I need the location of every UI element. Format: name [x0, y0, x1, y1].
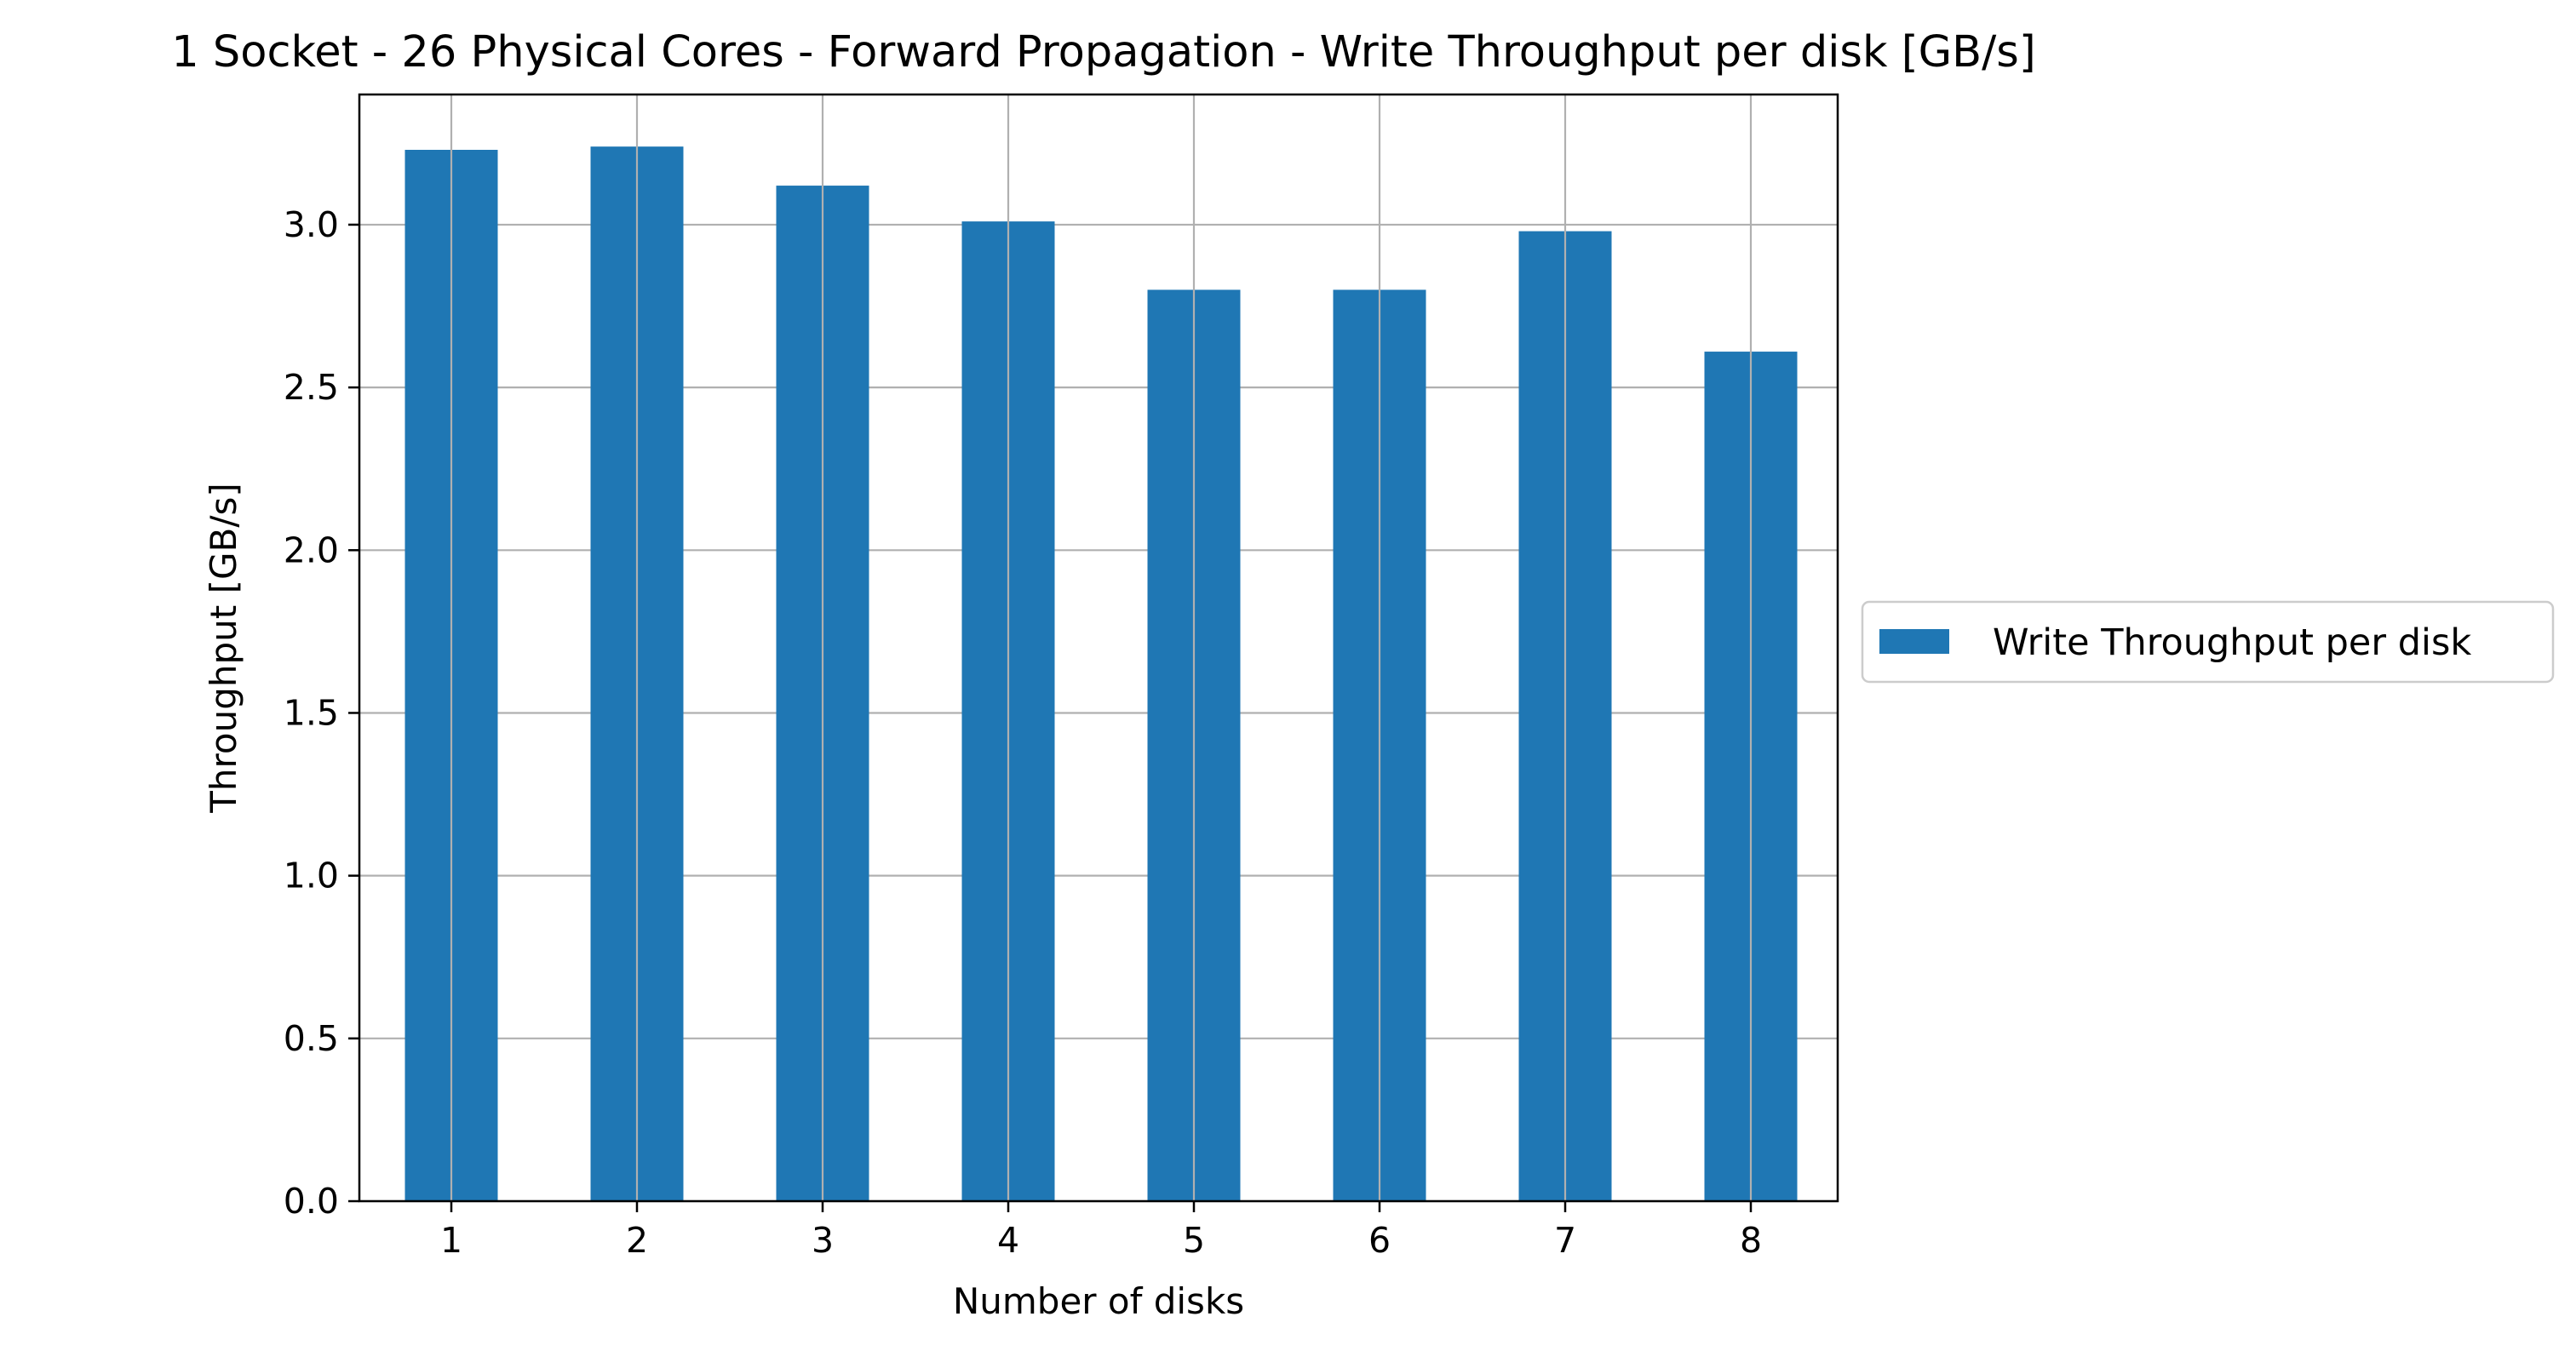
legend-frame	[1861, 600, 2555, 684]
legend-label: Write Throughput per disk	[1993, 621, 2471, 664]
y-axis-label: Throughput [GB/s]	[203, 483, 244, 813]
x-tick-label: 8	[1740, 1220, 1762, 1261]
y-tick-label: 3.0	[284, 204, 339, 245]
y-tick-label: 1.5	[284, 692, 339, 733]
chart-title: 1 Socket - 26 Physical Cores - Forward P…	[171, 27, 2036, 77]
x-tick-label: 1	[440, 1220, 462, 1261]
x-tick-label: 6	[1368, 1220, 1391, 1261]
x-tick-label: 3	[812, 1220, 834, 1261]
x-tick-label: 7	[1554, 1220, 1576, 1261]
y-tick-label: 1.0	[284, 856, 339, 896]
x-tick-label: 2	[626, 1220, 648, 1261]
y-tick-label: 0.0	[284, 1181, 339, 1222]
y-tick-label: 2.5	[284, 367, 339, 408]
x-tick-label: 5	[1183, 1220, 1205, 1261]
legend-swatch	[1879, 629, 1949, 654]
x-gridlines	[450, 94, 1753, 1201]
x-axis-ticks: 1 2 3 4 5 6 7 8	[440, 1201, 1762, 1261]
y-tick-label: 0.5	[284, 1018, 339, 1059]
x-tick-label: 4	[997, 1220, 1019, 1261]
x-axis-label: Number of disks	[953, 1280, 1244, 1322]
plot-area-frame	[358, 93, 1839, 1203]
y-axis-ticks: 0.0 0.5 1.0 1.5 2.0 2.5 3.0	[284, 204, 359, 1222]
legend: Write Throughput per disk	[1861, 600, 2555, 684]
y-tick-label: 2.0	[284, 530, 339, 570]
